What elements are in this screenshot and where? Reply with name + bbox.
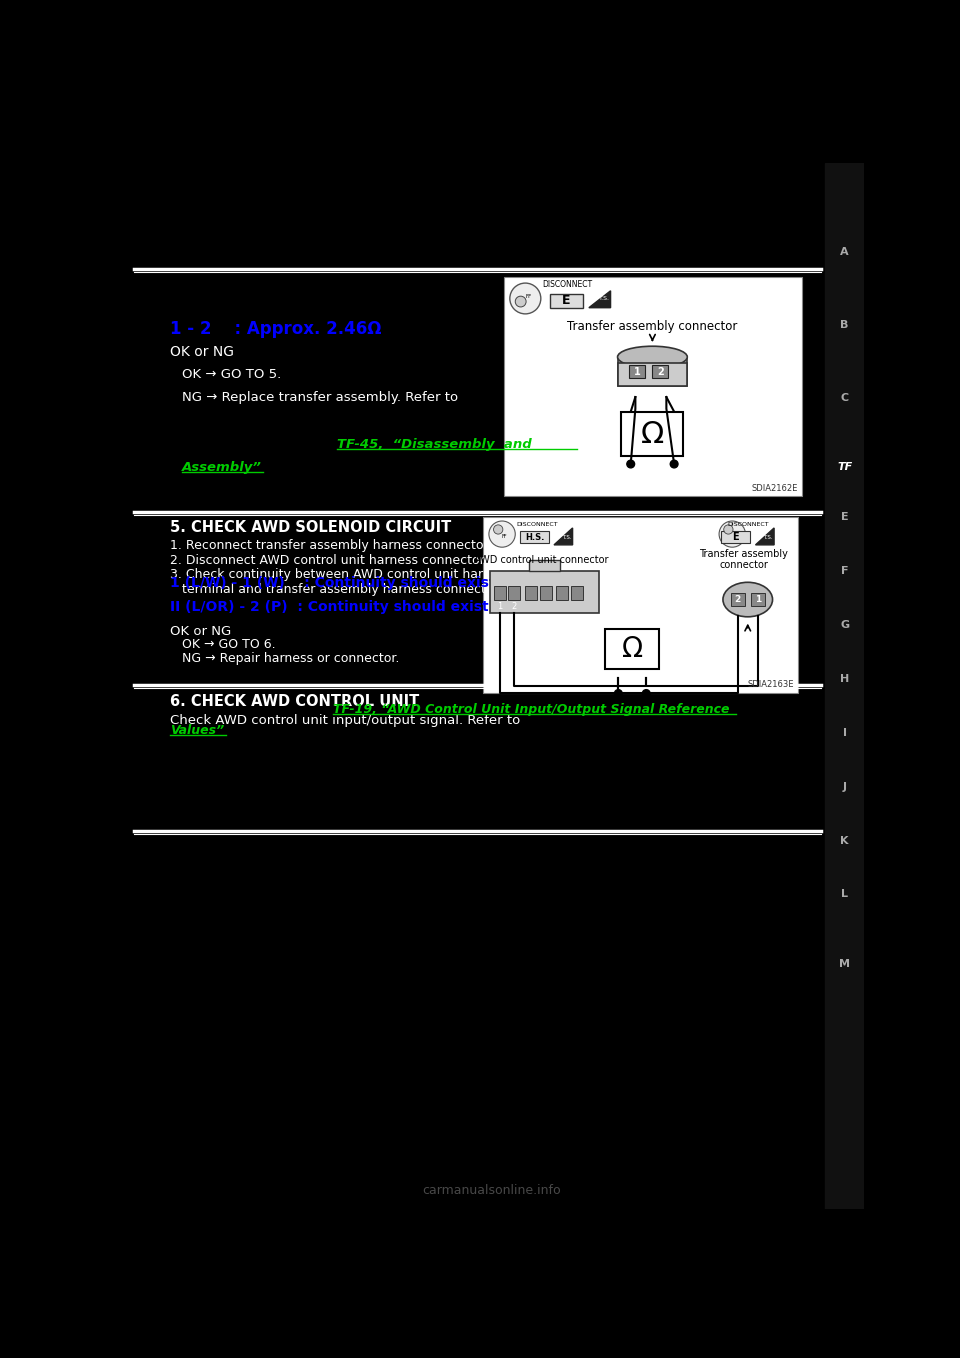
Text: 1. Reconnect transfer assembly harness connector.: 1. Reconnect transfer assembly harness c… bbox=[170, 539, 492, 553]
Circle shape bbox=[724, 524, 733, 534]
Circle shape bbox=[510, 282, 540, 314]
Ellipse shape bbox=[723, 583, 773, 617]
Text: F: F bbox=[841, 566, 849, 576]
Text: 2. Disconnect AWD control unit harness connector.: 2. Disconnect AWD control unit harness c… bbox=[170, 554, 488, 566]
Bar bbox=[617, 363, 687, 386]
Circle shape bbox=[516, 296, 526, 307]
Text: T.S.: T.S. bbox=[599, 296, 610, 301]
Bar bbox=[483, 517, 798, 693]
Text: DISCONNECT: DISCONNECT bbox=[516, 521, 558, 527]
Text: E: E bbox=[732, 532, 738, 542]
Text: TF-19, “AWD Control Unit Input/Output Signal Reference: TF-19, “AWD Control Unit Input/Output Si… bbox=[333, 703, 730, 716]
Text: E: E bbox=[841, 512, 849, 523]
Text: Ω: Ω bbox=[641, 420, 664, 448]
Text: OK or NG: OK or NG bbox=[170, 345, 234, 359]
Circle shape bbox=[642, 690, 650, 698]
Text: M: M bbox=[839, 959, 851, 968]
Text: Assembly”: Assembly” bbox=[182, 460, 262, 474]
Bar bbox=[629, 365, 645, 378]
Bar bbox=[621, 411, 684, 456]
Text: B: B bbox=[840, 319, 849, 330]
Bar bbox=[751, 593, 765, 606]
Text: J: J bbox=[843, 782, 847, 792]
Text: C: C bbox=[841, 392, 849, 403]
Text: DISCONNECT: DISCONNECT bbox=[727, 521, 769, 527]
Polygon shape bbox=[554, 528, 572, 545]
Text: TF-45,  “Disassembly  and: TF-45, “Disassembly and bbox=[337, 437, 532, 451]
Text: I: I bbox=[843, 728, 847, 737]
Bar bbox=[826, 163, 864, 1209]
Text: OK → GO TO 6.: OK → GO TO 6. bbox=[182, 638, 276, 652]
Circle shape bbox=[670, 460, 678, 469]
Text: 6. CHECK AWD CONTROL UNIT: 6. CHECK AWD CONTROL UNIT bbox=[170, 694, 420, 709]
Text: OK → GO TO 5.: OK → GO TO 5. bbox=[182, 368, 281, 382]
Text: Transfer assembly connector: Transfer assembly connector bbox=[567, 320, 737, 334]
Text: AWD control unit connector: AWD control unit connector bbox=[473, 554, 608, 565]
Bar bbox=[491, 572, 599, 614]
Polygon shape bbox=[588, 291, 611, 308]
Text: 3. Check continuity between AWD control unit harness connector: 3. Check continuity between AWD control … bbox=[170, 569, 579, 581]
Text: 1 - 2    : Approx. 2.46Ω: 1 - 2 : Approx. 2.46Ω bbox=[170, 319, 382, 338]
Text: 1: 1 bbox=[634, 367, 640, 376]
Text: 2: 2 bbox=[657, 367, 663, 376]
Text: 1: 1 bbox=[497, 602, 502, 611]
Text: G: G bbox=[840, 621, 850, 630]
Text: K: K bbox=[840, 835, 849, 846]
Bar bbox=[524, 585, 537, 599]
Text: T.S.: T.S. bbox=[763, 535, 773, 540]
Bar bbox=[540, 585, 552, 599]
Text: 1: 1 bbox=[755, 595, 761, 604]
Text: TF: TF bbox=[837, 462, 852, 473]
Bar bbox=[653, 365, 668, 378]
Bar bbox=[504, 277, 802, 497]
Bar bbox=[493, 585, 506, 599]
Bar bbox=[520, 531, 549, 543]
Bar bbox=[721, 531, 750, 543]
Text: DISCONNECT: DISCONNECT bbox=[542, 280, 592, 289]
Bar bbox=[550, 293, 583, 308]
Text: L: L bbox=[841, 889, 848, 899]
Text: 5. CHECK AWD SOLENOID CIRCUIT: 5. CHECK AWD SOLENOID CIRCUIT bbox=[170, 520, 451, 535]
Text: H: H bbox=[840, 674, 850, 684]
Text: II (L/OR) - 2 (P)  : Continuity should exist.: II (L/OR) - 2 (P) : Continuity should ex… bbox=[170, 600, 494, 614]
Bar bbox=[731, 593, 745, 606]
Text: carmanualsonline.info: carmanualsonline.info bbox=[422, 1184, 562, 1198]
Bar bbox=[605, 629, 660, 669]
Bar bbox=[617, 357, 687, 386]
Circle shape bbox=[627, 460, 635, 469]
Bar bbox=[508, 585, 520, 599]
Text: SDIA2163E: SDIA2163E bbox=[748, 680, 794, 689]
Circle shape bbox=[489, 521, 516, 547]
Bar bbox=[529, 559, 561, 572]
Bar bbox=[571, 585, 584, 599]
Text: NG → Repair harness or connector.: NG → Repair harness or connector. bbox=[182, 652, 399, 665]
Text: Check AWD control unit input/output signal. Refer to: Check AWD control unit input/output sign… bbox=[170, 714, 520, 727]
Circle shape bbox=[493, 524, 503, 534]
Text: Values”: Values” bbox=[170, 724, 225, 737]
Text: 2: 2 bbox=[511, 602, 516, 611]
Text: OK or NG: OK or NG bbox=[170, 625, 231, 638]
Circle shape bbox=[719, 521, 745, 547]
Text: NG → Replace transfer assembly. Refer to: NG → Replace transfer assembly. Refer to bbox=[182, 391, 458, 405]
Text: FF: FF bbox=[525, 293, 532, 299]
Text: H.S.: H.S. bbox=[525, 532, 544, 542]
Text: FF: FF bbox=[502, 534, 507, 539]
Circle shape bbox=[614, 690, 622, 698]
Text: 1 (L/W) - 1 (W)    : Continuity should exist.: 1 (L/W) - 1 (W) : Continuity should exis… bbox=[170, 576, 501, 589]
Bar bbox=[556, 585, 568, 599]
Polygon shape bbox=[756, 528, 774, 545]
Text: Transfer assembly
connector: Transfer assembly connector bbox=[700, 549, 788, 570]
Text: A: A bbox=[840, 247, 849, 257]
Text: Ω: Ω bbox=[622, 634, 643, 663]
Text: E: E bbox=[563, 295, 570, 307]
Text: T.S.: T.S. bbox=[562, 535, 571, 540]
Text: terminal and transfer assembly harness connector terminal.: terminal and transfer assembly harness c… bbox=[170, 583, 560, 596]
Ellipse shape bbox=[617, 346, 687, 368]
Text: 2: 2 bbox=[734, 595, 741, 604]
Text: SDIA2162E: SDIA2162E bbox=[752, 483, 798, 493]
